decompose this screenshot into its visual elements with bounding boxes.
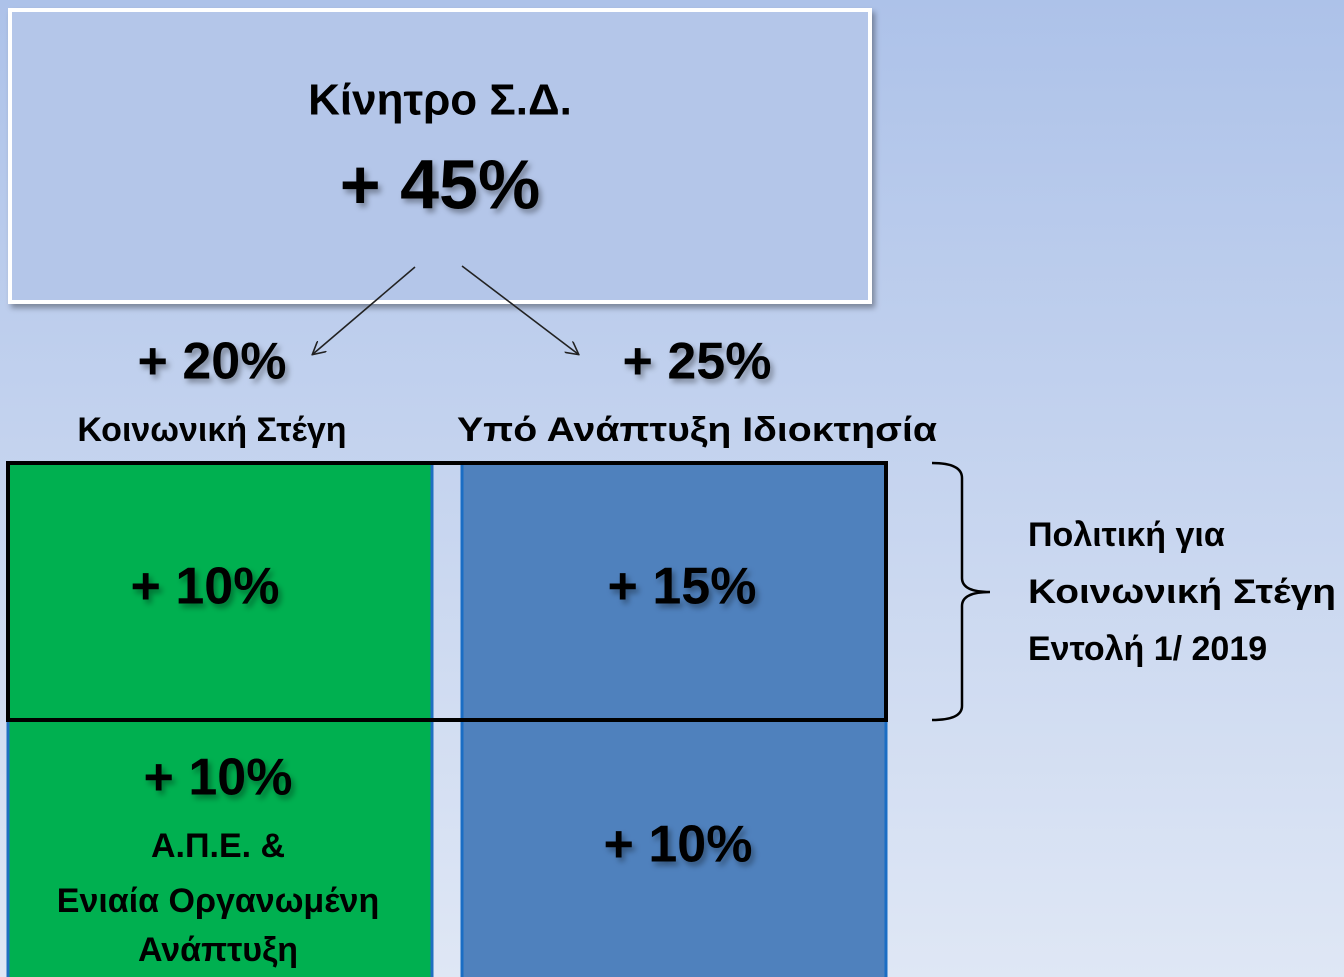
cell-value: + 10% [131, 558, 280, 616]
cell-label: Ενιαία Οργανωμένη [57, 882, 379, 920]
branch-value: + 25% [623, 333, 772, 391]
note-line: Κοινωνική Στέγη [1028, 573, 1336, 611]
branch-label: Κοινωνική Στέγη [77, 411, 346, 449]
arrow [313, 266, 416, 354]
branch-value: + 20% [138, 333, 287, 391]
cell-value: + 15% [608, 558, 757, 616]
cell-label: Ανάπτυξη [138, 931, 298, 969]
note-line: Εντολή 1/ 2019 [1028, 630, 1267, 668]
cell-value: + 10% [144, 749, 293, 807]
cell-value: + 10% [604, 816, 753, 874]
arrow [461, 265, 578, 354]
top-title: Κίνητρο Σ.Δ. [308, 76, 572, 125]
note-line: Πολιτική για [1028, 516, 1225, 554]
policy-frame [6, 461, 888, 722]
bracket [931, 461, 991, 722]
cell-label: Α.Π.Ε. & [151, 827, 285, 865]
branch-label: Υπό Ανάπτυξη Ιδιοκτησία [457, 411, 937, 449]
top-value: + 45% [340, 145, 540, 223]
top-box [8, 8, 872, 304]
